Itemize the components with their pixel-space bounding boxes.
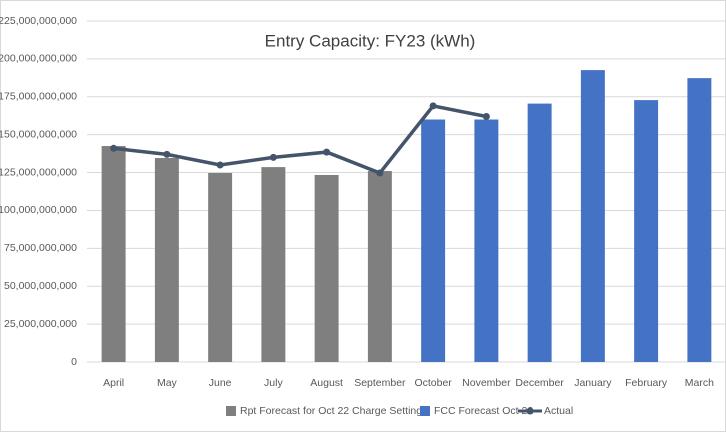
bar [474,119,499,362]
x-tick-label: December [515,377,564,389]
legend-swatch [526,407,534,415]
x-tick-label: June [209,377,232,389]
line-series [113,103,487,176]
y-tick-label: 175,000,000,000 [0,91,77,103]
x-tick-label: January [574,377,612,389]
line-marker [482,112,490,120]
bar [687,78,712,362]
bar [634,100,659,362]
bar [261,167,286,362]
bar [580,70,605,362]
line-marker [429,102,437,110]
y-tick-label: 150,000,000,000 [0,128,77,140]
bar [367,171,392,362]
legend-label: FCC Forecast Oct 22 [434,405,533,417]
y-tick-label: 100,000,000,000 [0,204,77,216]
bar [421,119,446,362]
legend-label: Rpt Forecast for Oct 22 Charge Setting [240,405,422,417]
y-tick-label: 125,000,000,000 [0,166,77,178]
chart-title: Entry Capacity: FY23 (kWh) [265,31,476,50]
x-tick-label: November [462,377,511,389]
line-marker [110,144,118,152]
x-tick-label: April [103,377,124,389]
line-marker [216,161,224,169]
x-tick-label: August [310,377,343,389]
legend-swatch [226,406,236,416]
x-tick-label: February [625,377,668,389]
bar [314,174,339,362]
line-marker [323,148,331,156]
bar [527,103,552,362]
bar [154,158,179,362]
legend-swatch [420,406,430,416]
y-tick-label: 0 [71,356,77,368]
y-tick-label: 50,000,000,000 [4,280,77,292]
x-tick-label: September [354,377,406,389]
line-marker [269,153,277,161]
y-tick-label: 200,000,000,000 [0,53,77,65]
line-marker [163,150,171,158]
x-tick-label: March [685,377,714,389]
x-tick-label: October [414,377,452,389]
bar [101,146,126,362]
y-tick-label: 225,000,000,000 [0,15,77,27]
line-marker [376,169,384,177]
x-tick-label: July [264,377,283,389]
y-tick-label: 75,000,000,000 [4,242,77,254]
x-tick-label: May [157,377,178,389]
bar [208,173,233,362]
y-tick-label: 25,000,000,000 [4,318,77,330]
legend-label: Actual [544,405,573,417]
